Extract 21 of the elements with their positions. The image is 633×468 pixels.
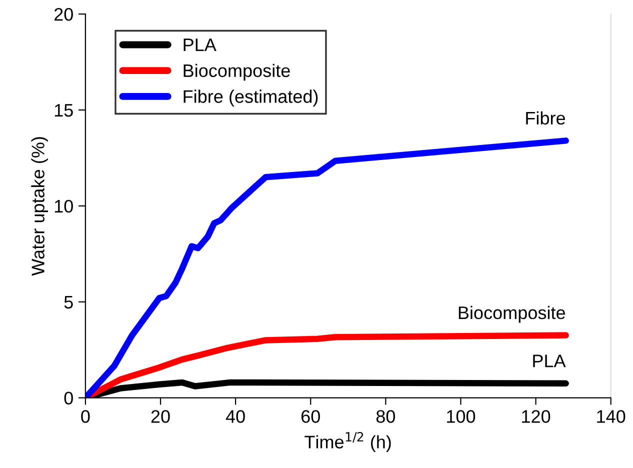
x-tick-label: 20 bbox=[151, 410, 170, 423]
x-axis-title: Time$^{1/2}$ (h) bbox=[304, 432, 391, 452]
y-tick-label: 15 bbox=[54, 104, 73, 117]
legend-label: Fibre (estimated) bbox=[184, 90, 318, 107]
x-tick-label: 0 bbox=[81, 410, 90, 423]
x-tick-label: 100 bbox=[447, 410, 476, 423]
legend-label: Biocomposite bbox=[184, 64, 290, 81]
y-tick-label: 10 bbox=[54, 200, 73, 213]
y-axis-title: Water uptake (%) bbox=[31, 137, 48, 276]
x-tick-label: 80 bbox=[376, 410, 396, 423]
annotation: PLA bbox=[533, 354, 566, 368]
x-tick-label: 40 bbox=[226, 410, 245, 423]
y-tick-label: 0 bbox=[64, 392, 73, 405]
annotation: Biocomposite bbox=[458, 306, 566, 323]
y-tick-label: 5 bbox=[64, 296, 73, 309]
x-tick-label: 140 bbox=[597, 410, 626, 423]
legend-label: PLA bbox=[184, 38, 216, 52]
y-tick-label: 20 bbox=[54, 8, 73, 21]
x-tick-label: 60 bbox=[302, 410, 320, 423]
annotation: Fibre bbox=[526, 111, 566, 125]
x-tick-label: 120 bbox=[522, 410, 550, 423]
